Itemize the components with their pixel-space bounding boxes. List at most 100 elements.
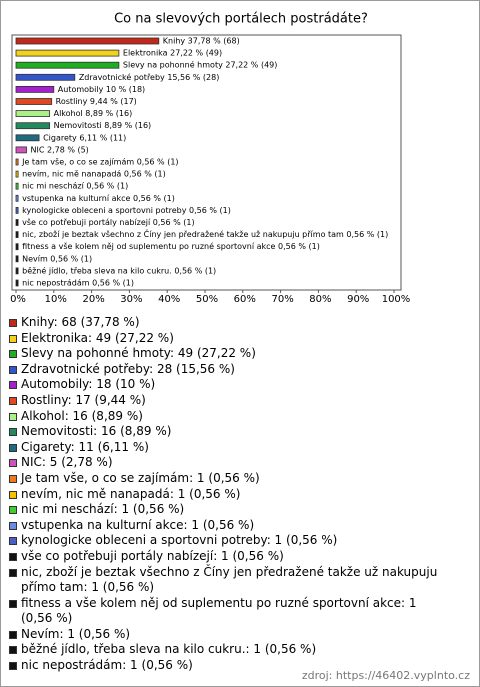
legend-label: fitness a vše kolem něj od suplementu po… [21, 595, 417, 626]
legend-label: Zdravotnické potřeby: 28 (15,56 %) [21, 361, 235, 376]
legend-swatch [9, 568, 17, 577]
legend-label: Slevy na pohonné hmoty: 49 (27,22 %) [21, 346, 256, 361]
legend-label: nic mi neschází: 1 (0,56 %) [21, 502, 185, 517]
bar-label: vstupenka na kulturní akce 0,56 % (1) [22, 194, 175, 203]
legend-item: Knihy: 68 (37,78 %) [9, 315, 449, 331]
x-tick-label: 70% [271, 294, 293, 305]
legend-swatch [9, 552, 17, 561]
legend-swatch [9, 459, 17, 468]
plot-frame [11, 34, 402, 291]
bar [15, 206, 19, 214]
legend-swatch [9, 319, 17, 327]
bar-label: běžné jídlo, třeba sleva na kilo cukru. … [22, 265, 216, 275]
x-tick-label: 80% [309, 294, 331, 305]
bar [15, 134, 40, 142]
legend-item: Rostliny: 17 (9,44 %) [9, 393, 449, 409]
legend-swatch [9, 630, 17, 639]
bar [15, 61, 120, 69]
legend-label: nic nepostrádám: 1 (0,56 %) [21, 658, 193, 673]
bar [15, 219, 19, 226]
bar-label: vše co potřebuji portály nabízejí 0,56 %… [22, 217, 195, 227]
bar-label: nic, zboží je beztak všechno z Číny jen … [22, 228, 388, 239]
x-tick-label: 40% [158, 294, 180, 305]
legend: Knihy: 68 (37,78 %) Elektronika: 49 (27,2… [9, 315, 449, 674]
bar-label: Nevím 0,56 % (1) [22, 254, 92, 263]
legend-item: nic nepostrádám: 1 (0,56 %) [9, 658, 449, 674]
source: zdroj: https://46402.vyplnto.cz [301, 669, 470, 682]
bar-label: kynologicke obleceni a sportovni potreby… [22, 206, 231, 215]
bar [15, 146, 27, 154]
legend-item: Nevím: 1 (0,56 %) [9, 627, 449, 643]
legend-item: fitness a vše kolem něj od suplementu po… [9, 596, 449, 627]
bar-label: Rostliny 9,44 % (17) [56, 97, 137, 106]
bar [15, 37, 160, 45]
legend-item: Slevy na pohonné hmoty: 49 (27,22 %) [9, 346, 449, 362]
legend-item: NIC: 5 (2,78 %) [9, 455, 449, 471]
chart-title: Co na slevových portálech postrádáte? [114, 12, 368, 27]
legend-swatch [9, 599, 17, 608]
legend-item: nevím, nic mě nanapadá: 1 (0,56 %) [9, 487, 449, 503]
legend-label: běžné jídlo, třeba sleva na kilo cukru.:… [21, 642, 317, 657]
bar [15, 231, 19, 239]
bar [15, 267, 19, 275]
legend-label: Alkohol: 16 (8,89 %) [21, 408, 143, 423]
bar-label: nevím, nic mě nanapadá 0,56 % (1) [22, 170, 166, 179]
legend-label: vše co potřebuji portály nabízejí: 1 (0,… [21, 548, 284, 563]
legend-swatch [9, 646, 17, 655]
legend-label: NIC: 5 (2,78 %) [21, 455, 113, 470]
legend-item: vše co potřebuji portály nabízejí: 1 (0,… [9, 549, 449, 565]
legend-label: Elektronika: 49 (27,22 %) [21, 330, 174, 345]
legend-swatch [9, 381, 17, 390]
x-tick-label: 0% [10, 294, 26, 305]
legend-swatch [9, 521, 17, 530]
bar [15, 86, 55, 93]
legend-label: vstupenka na kulturní akce: 1 (0,56 %) [21, 517, 255, 532]
x-tick-label: 30% [120, 294, 142, 305]
legend-swatch [9, 506, 17, 515]
legend-label: Automobily: 18 (10 %) [21, 377, 156, 392]
bar [15, 98, 53, 105]
legend-item: Zdravotnické potřeby: 28 (15,56 %) [9, 362, 449, 378]
bar-label: Elektronika 27,22 % (49) [123, 49, 222, 58]
bar-label: Slevy na pohonné hmoty 27,22 % (49) [123, 60, 277, 70]
bar [15, 170, 19, 178]
legend-item: běžné jídlo, třeba sleva na kilo cukru.:… [9, 642, 449, 658]
bar-label: Nemovitosti 8,89 % (16) [54, 121, 152, 130]
legend-item: Je tam vše, o co se zajímám: 1 (0,56 %) [9, 471, 449, 487]
legend-label: Knihy: 68 (37,78 %) [21, 315, 140, 329]
legend-swatch [9, 412, 17, 421]
bar [15, 110, 51, 117]
bar-label: Je tam vše, o co se zajímám 0,56 % (1) [21, 157, 178, 167]
x-tick-label: 20% [82, 294, 104, 305]
bar [15, 158, 19, 166]
bar-label: Cigarety 6,11 % (11) [43, 133, 126, 142]
x-tick-label: 50% [196, 294, 218, 305]
legend-item: Automobily: 18 (10 %) [9, 377, 449, 393]
legend-label: kynologicke obleceni a sportovni potreby… [21, 533, 338, 548]
legend-item: kynologicke obleceni a sportovni potreby… [9, 533, 449, 549]
bar [15, 122, 51, 130]
legend-swatch [9, 365, 17, 374]
bar-label: Alkohol 8,89 % (16) [54, 109, 133, 118]
legend-swatch [9, 490, 17, 499]
legend-label: nic, zboží je beztak všechno z Číny jen … [21, 564, 438, 595]
legend-item: Nemovitosti: 16 (8,89 %) [9, 424, 449, 440]
legend-label: Je tam vše, o co se zajímám: 1 (0,56 %) [21, 470, 260, 485]
plot: Co na slevových portálech postrádáte? 0%… [10, 12, 411, 306]
bar-label: Automobily 10 % (18) [58, 85, 145, 94]
bar [15, 73, 76, 81]
bar-label: NIC 2,78 % (5) [31, 145, 89, 154]
legend-swatch [9, 474, 17, 483]
x-tick-label: 100% [382, 294, 411, 305]
legend-label: nevím, nic mě nanapadá: 1 (0,56 %) [21, 486, 241, 501]
bar [15, 279, 19, 287]
legend-swatch [9, 443, 17, 452]
legend-item: nic mi neschází: 1 (0,56 %) [9, 502, 449, 518]
legend-label: Nevím: 1 (0,56 %) [21, 626, 131, 641]
legend-item: Elektronika: 49 (27,22 %) [9, 331, 449, 347]
legend-label: Rostliny: 17 (9,44 %) [21, 392, 146, 407]
legend-swatch [9, 662, 17, 671]
bar-label: fitness a vše kolem něj od suplementu po… [22, 241, 320, 251]
legend-item: Alkohol: 16 (8,89 %) [9, 409, 449, 425]
bar [15, 182, 19, 190]
